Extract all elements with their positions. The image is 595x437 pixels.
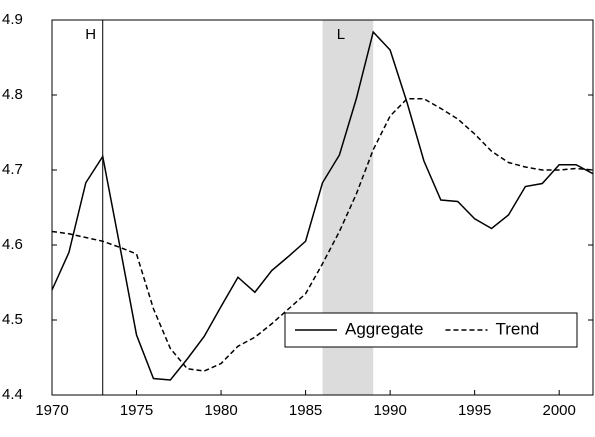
legend-label: Trend	[495, 319, 539, 338]
y-tick-label: 4.5	[2, 311, 23, 328]
y-tick-label: 4.4	[2, 386, 23, 403]
x-tick-label: 1970	[35, 402, 68, 419]
y-tick-label: 4.6	[2, 236, 23, 253]
x-tick-label: 1980	[204, 402, 237, 419]
y-tick-label: 4.8	[2, 86, 23, 103]
x-tick-label: 1975	[120, 402, 153, 419]
plot-frame	[51, 19, 594, 396]
y-tick-label: 4.9	[2, 11, 23, 28]
x-tick-label: 1990	[373, 402, 406, 419]
x-tick-label: 2000	[543, 402, 576, 419]
annotation: H	[85, 26, 96, 43]
x-tick-label: 1985	[289, 402, 322, 419]
annotation: L	[337, 26, 345, 43]
line-series	[51, 98, 594, 372]
legend-label: Aggregate	[345, 319, 423, 338]
legend: Aggregate Trend	[284, 312, 578, 348]
y-tick-label: 4.7	[2, 161, 23, 178]
x-tick-label: 1995	[458, 402, 491, 419]
line-series	[51, 30, 594, 381]
